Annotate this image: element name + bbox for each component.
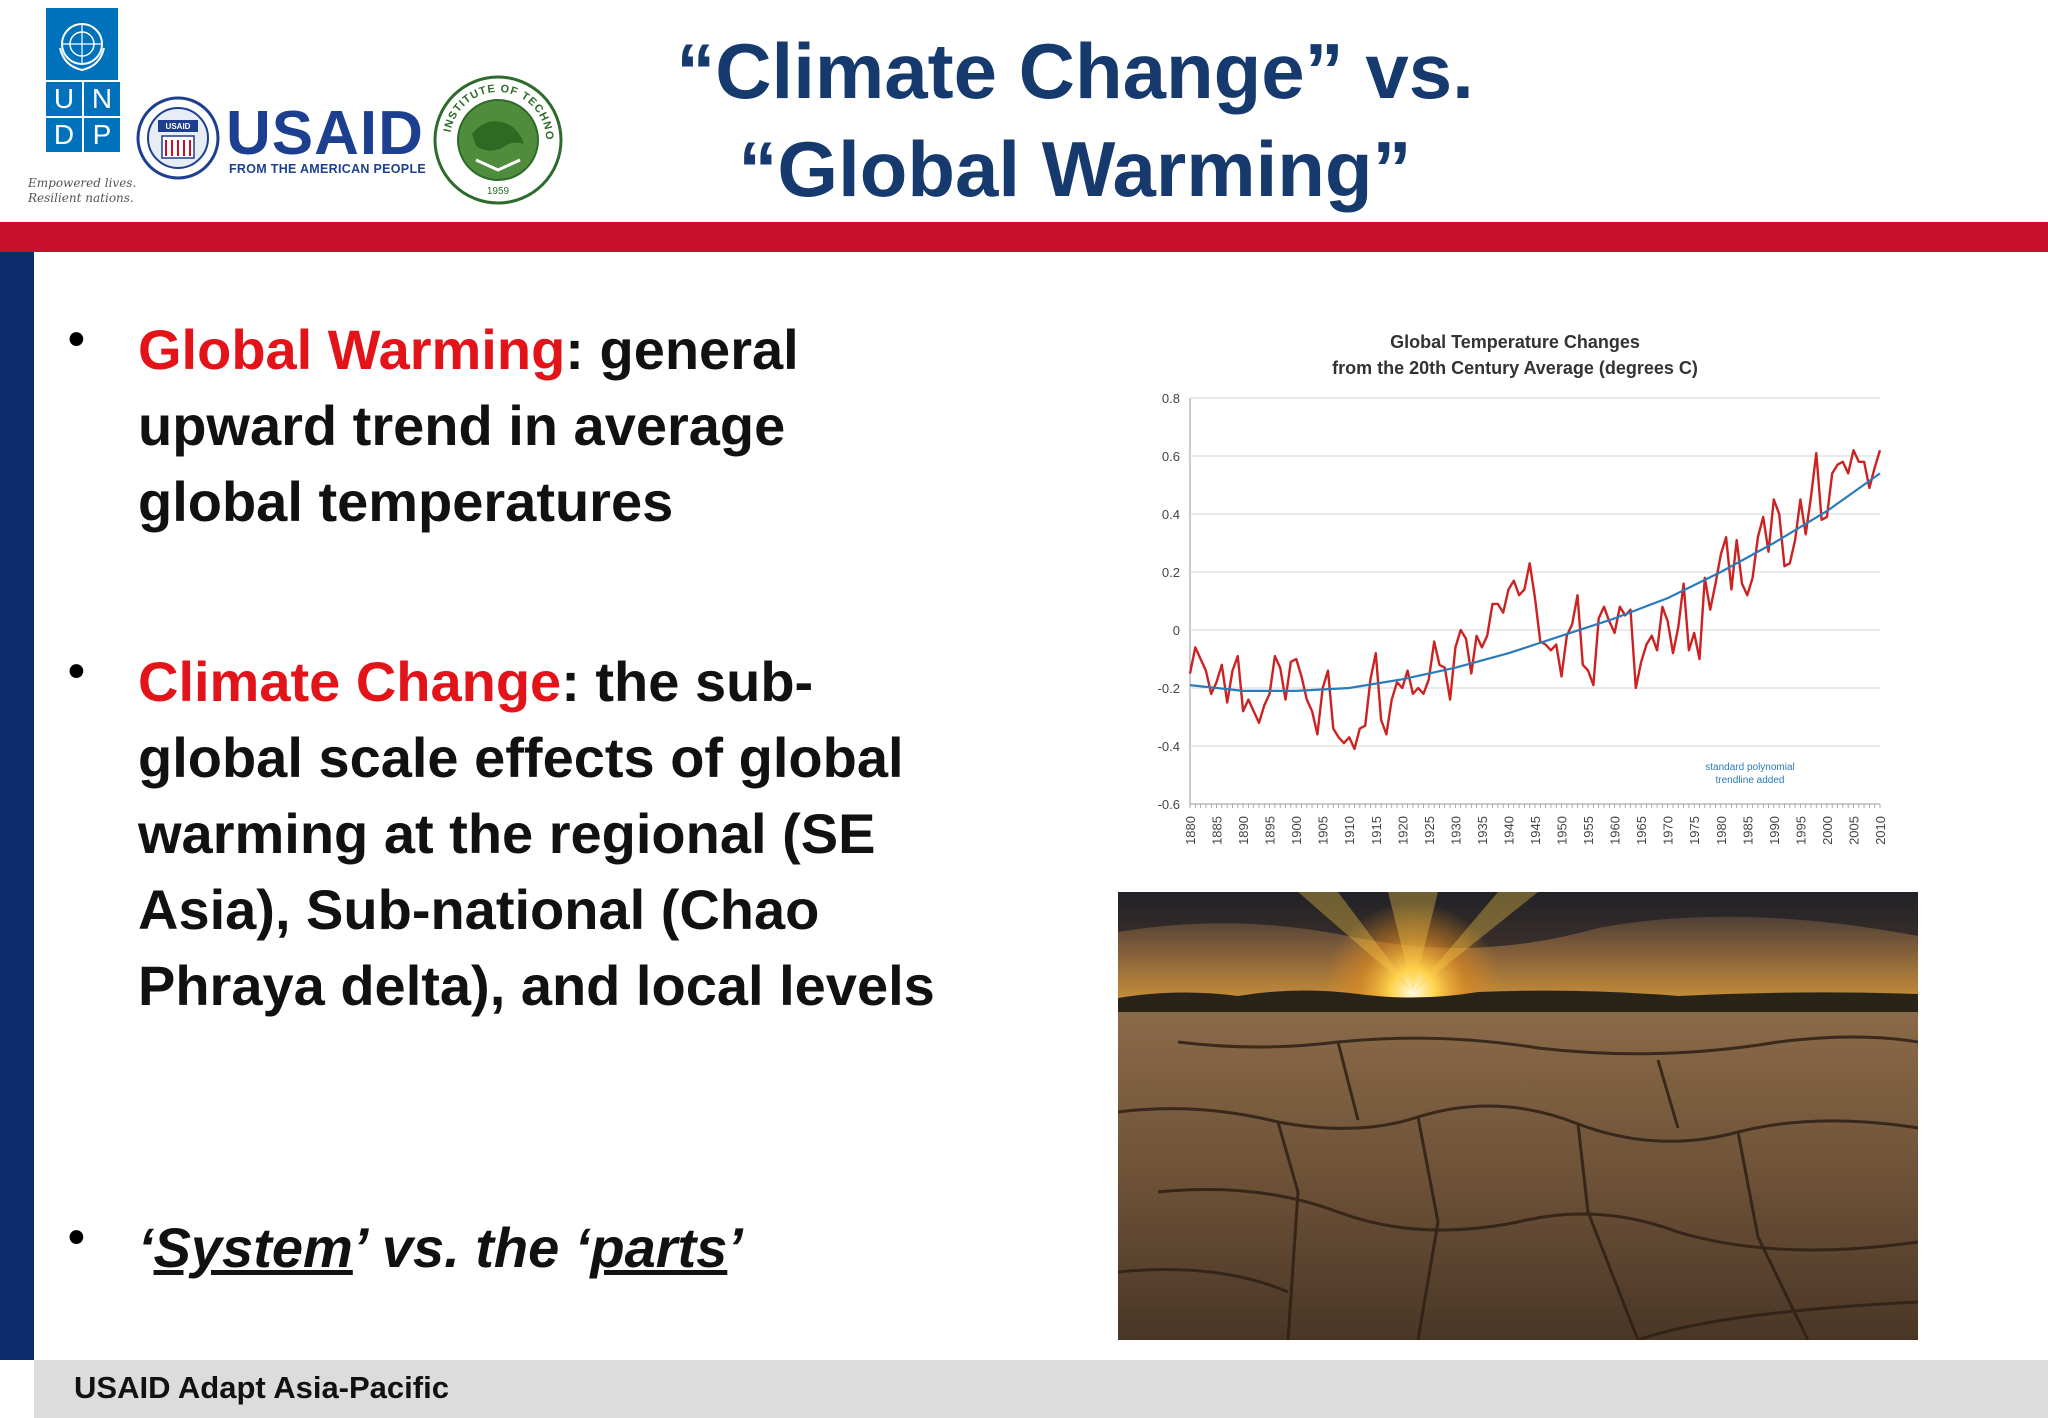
x-tick-label: 1905 <box>1316 816 1331 845</box>
undp-tagline-line1: Empowered lives. <box>28 176 137 190</box>
y-tick-label: 0.4 <box>1162 507 1180 522</box>
x-tick-label: 1985 <box>1740 816 1755 845</box>
undp-letter-u: U <box>46 82 82 116</box>
header-divider-band <box>0 222 2048 252</box>
quote-open: ‘ <box>138 1216 154 1279</box>
bullet-text: Global Warming: general upward trend in … <box>138 312 948 540</box>
annual-temperature-series <box>1188 448 1882 751</box>
footer-org-name: USAID Adapt Asia-Pacific <box>74 1370 449 1405</box>
x-tick-label: 2005 <box>1846 816 1861 845</box>
system-word: System <box>153 1216 353 1279</box>
x-tick-label: 1940 <box>1501 816 1516 845</box>
x-tick-label: 1930 <box>1448 816 1463 845</box>
x-tick-label: 1945 <box>1528 816 1543 845</box>
x-tick-label: 2000 <box>1820 816 1835 845</box>
y-tick-label: -0.2 <box>1158 681 1180 696</box>
bullet-definition: : general upward trend in average global… <box>138 318 799 533</box>
usaid-wordmark: USAID <box>226 99 424 168</box>
x-tick-label: 1975 <box>1687 816 1702 845</box>
bullet-term: Global Warming <box>138 318 566 381</box>
y-tick-label: 0.2 <box>1162 565 1180 580</box>
bullet-marker: • <box>68 645 85 698</box>
x-axis-ticks: 1880 1885 1890 1895 1900 1905 1910 1915 1920 1925… <box>1183 804 1888 845</box>
parts-word: parts <box>590 1216 728 1279</box>
x-tick-label: 1970 <box>1661 816 1676 845</box>
temperature-chart: Global Temperature Changes from the 20th… <box>1158 332 1888 845</box>
x-tick-label: 1910 <box>1342 816 1357 845</box>
x-tick-label: 1960 <box>1608 816 1623 845</box>
chart-title: Global Temperature Changes <box>1390 332 1640 352</box>
y-tick-label: 0 <box>1173 623 1180 638</box>
quote-close: ’ <box>727 1216 743 1279</box>
title-line-2: “Global Warming” <box>738 125 1412 213</box>
x-tick-label: 1950 <box>1555 816 1570 845</box>
slide-header <box>0 0 2048 222</box>
bullet-text: ‘System’ vs. the ‘parts’ <box>138 1210 948 1286</box>
x-tick-label: 1980 <box>1714 816 1729 845</box>
chart-subtitle: from the 20th Century Average (degrees C… <box>1332 358 1698 378</box>
x-tick-label: 1880 <box>1183 816 1198 845</box>
x-tick-label: 1995 <box>1793 816 1808 845</box>
x-tick-label: 1900 <box>1289 816 1304 845</box>
bullet-marker: • <box>68 313 85 366</box>
x-tick-label: 1915 <box>1369 816 1384 845</box>
x-tick-label: 1955 <box>1581 816 1596 845</box>
bullet-text: Climate Change: the sub-global scale eff… <box>138 644 948 1024</box>
undp-tagline: Empowered lives. Resilient nations. <box>28 176 138 206</box>
usaid-subtitle: FROM THE AMERICAN PEOPLE <box>229 162 427 176</box>
ait-year: 1959 <box>487 186 510 197</box>
y-tick-label: -0.6 <box>1158 797 1180 812</box>
drought-sunset-photo <box>1118 892 1918 1340</box>
x-tick-label: 1895 <box>1263 816 1278 845</box>
undp-logo: U N D P <box>46 8 120 152</box>
usaid-seal-icon: USAID <box>136 96 220 180</box>
undp-tagline-line2: Resilient nations. <box>28 191 134 205</box>
x-tick-label: 1990 <box>1767 816 1782 845</box>
bullet-term: Climate Change <box>138 650 562 713</box>
x-tick-label: 1965 <box>1634 816 1649 845</box>
trendline-series <box>1189 472 1881 692</box>
x-tick-label: 1885 <box>1210 816 1225 845</box>
title-line-1: “Climate Change” vs. <box>676 27 1474 115</box>
y-tick-label: 0.6 <box>1162 449 1180 464</box>
sidebar-accent-bar <box>0 252 34 1360</box>
x-tick-label: 2010 <box>1873 816 1888 845</box>
y-tick-label: 0.8 <box>1162 391 1180 406</box>
undp-letter-d: D <box>46 118 82 152</box>
bullet-marker: • <box>68 1211 85 1264</box>
versus-text: ’ vs. the ‘ <box>352 1216 591 1279</box>
trendline-annotation-1: standard polynomial <box>1705 762 1795 773</box>
un-emblem-icon <box>46 8 118 80</box>
trendline-annotation-2: trendline added <box>1716 775 1785 786</box>
undp-letter-p: P <box>84 118 120 152</box>
x-tick-label: 1920 <box>1395 816 1410 845</box>
y-axis-ticks: 0.8 0.6 0.4 0.2 0 -0.2 -0.4 -0.6 <box>1158 391 1180 812</box>
slide-title: “Climate Change” vs. “Global Warming” <box>600 22 1550 218</box>
x-tick-label: 1890 <box>1236 816 1251 845</box>
x-tick-label: 1925 <box>1422 816 1437 845</box>
y-tick-label: -0.4 <box>1158 739 1180 754</box>
undp-letter-n: N <box>84 82 120 116</box>
chart-series <box>1188 448 1882 751</box>
ait-seal-icon: ASIAN INSTITUTE OF TECHNOLOGY 1959 <box>432 74 563 205</box>
x-tick-label: 1935 <box>1475 816 1490 845</box>
usaid-seal-label: USAID <box>166 122 191 131</box>
bullet-definition: : the sub-global scale effects of global… <box>138 650 935 1017</box>
slide-footer: USAID Adapt Asia-Pacific <box>34 1360 2048 1418</box>
